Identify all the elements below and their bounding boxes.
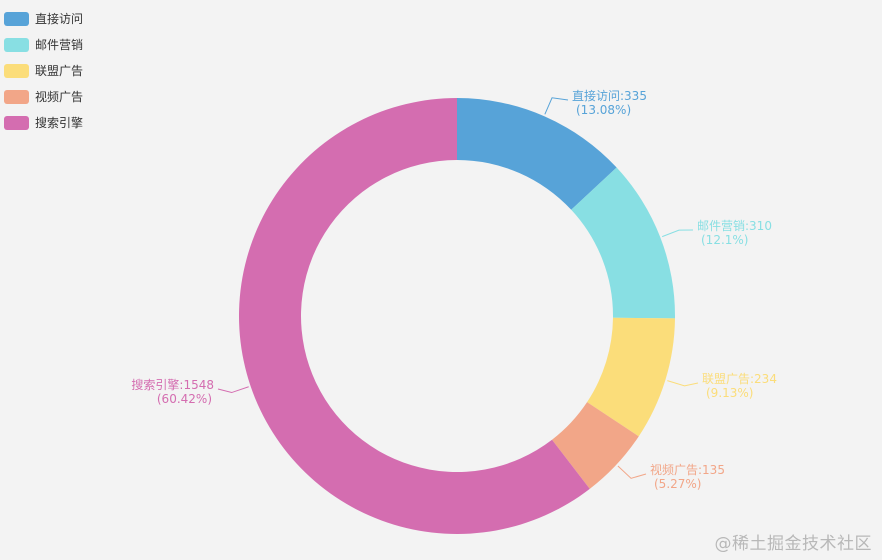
legend-label: 直接访问 — [35, 12, 84, 26]
slice-label-value: 联盟广告:234 — [702, 372, 777, 386]
slice-data-label: 搜索引擎:1548 (60.42%) — [131, 377, 214, 406]
slice-data-label: 联盟广告:234 (9.13%) — [702, 372, 777, 400]
legend-label: 邮件营销 — [35, 38, 84, 52]
slice-label-value: 视频广告:135 — [650, 462, 725, 477]
watermark: @稀土掘金技术社区 — [714, 534, 872, 554]
legend-label: 联盟广告 — [35, 64, 84, 78]
slice-data-label: 视频广告:135 (5.27%) — [650, 462, 725, 491]
leader-line — [662, 229, 694, 238]
legend-swatch — [4, 12, 29, 26]
legend-item-union-ads[interactable]: 联盟广告 — [4, 58, 83, 84]
legend-swatch — [4, 90, 29, 104]
leader-line — [667, 380, 699, 387]
leader-line — [217, 386, 249, 394]
donut-slice[interactable] — [238, 98, 590, 534]
legend-label: 搜索引擎 — [35, 116, 84, 130]
legend-item-search-engine[interactable]: 搜索引擎 — [4, 110, 83, 136]
leader-line — [544, 97, 569, 115]
legend-item-direct[interactable]: 直接访问 — [4, 6, 83, 32]
slice-label-percent: (5.27%) — [654, 477, 701, 491]
slice-label-percent: (12.1%) — [701, 233, 748, 247]
donut-slice[interactable] — [552, 402, 639, 489]
leader-line — [617, 465, 647, 479]
legend-item-email[interactable]: 邮件营销 — [4, 32, 83, 58]
legend-swatch — [4, 38, 29, 52]
legend-label: 视频广告 — [35, 90, 84, 104]
slice-label-percent: (9.13%) — [706, 386, 753, 400]
slice-label-value: 邮件营销:310 — [697, 219, 772, 233]
slice-data-label: 直接访问:335 (13.08%) — [572, 88, 647, 117]
slice-label-percent: (60.42%) — [157, 392, 212, 406]
legend-swatch — [4, 64, 29, 78]
slice-data-label: 邮件营销:310 (12.1%) — [697, 219, 772, 247]
legend-item-video-ads[interactable]: 视频广告 — [4, 84, 83, 110]
donut-slice[interactable] — [457, 98, 617, 210]
donut-slice[interactable] — [587, 317, 675, 437]
slice-label-percent: (13.08%) — [576, 103, 631, 117]
legend-swatch — [4, 116, 29, 130]
slice-label-value: 搜索引擎:1548 — [131, 377, 214, 392]
slice-label-value: 直接访问:335 — [572, 88, 647, 103]
donut-slice[interactable] — [571, 167, 675, 319]
legend: 直接访问 邮件营销 联盟广告 视频广告 搜索引擎 — [4, 6, 83, 136]
